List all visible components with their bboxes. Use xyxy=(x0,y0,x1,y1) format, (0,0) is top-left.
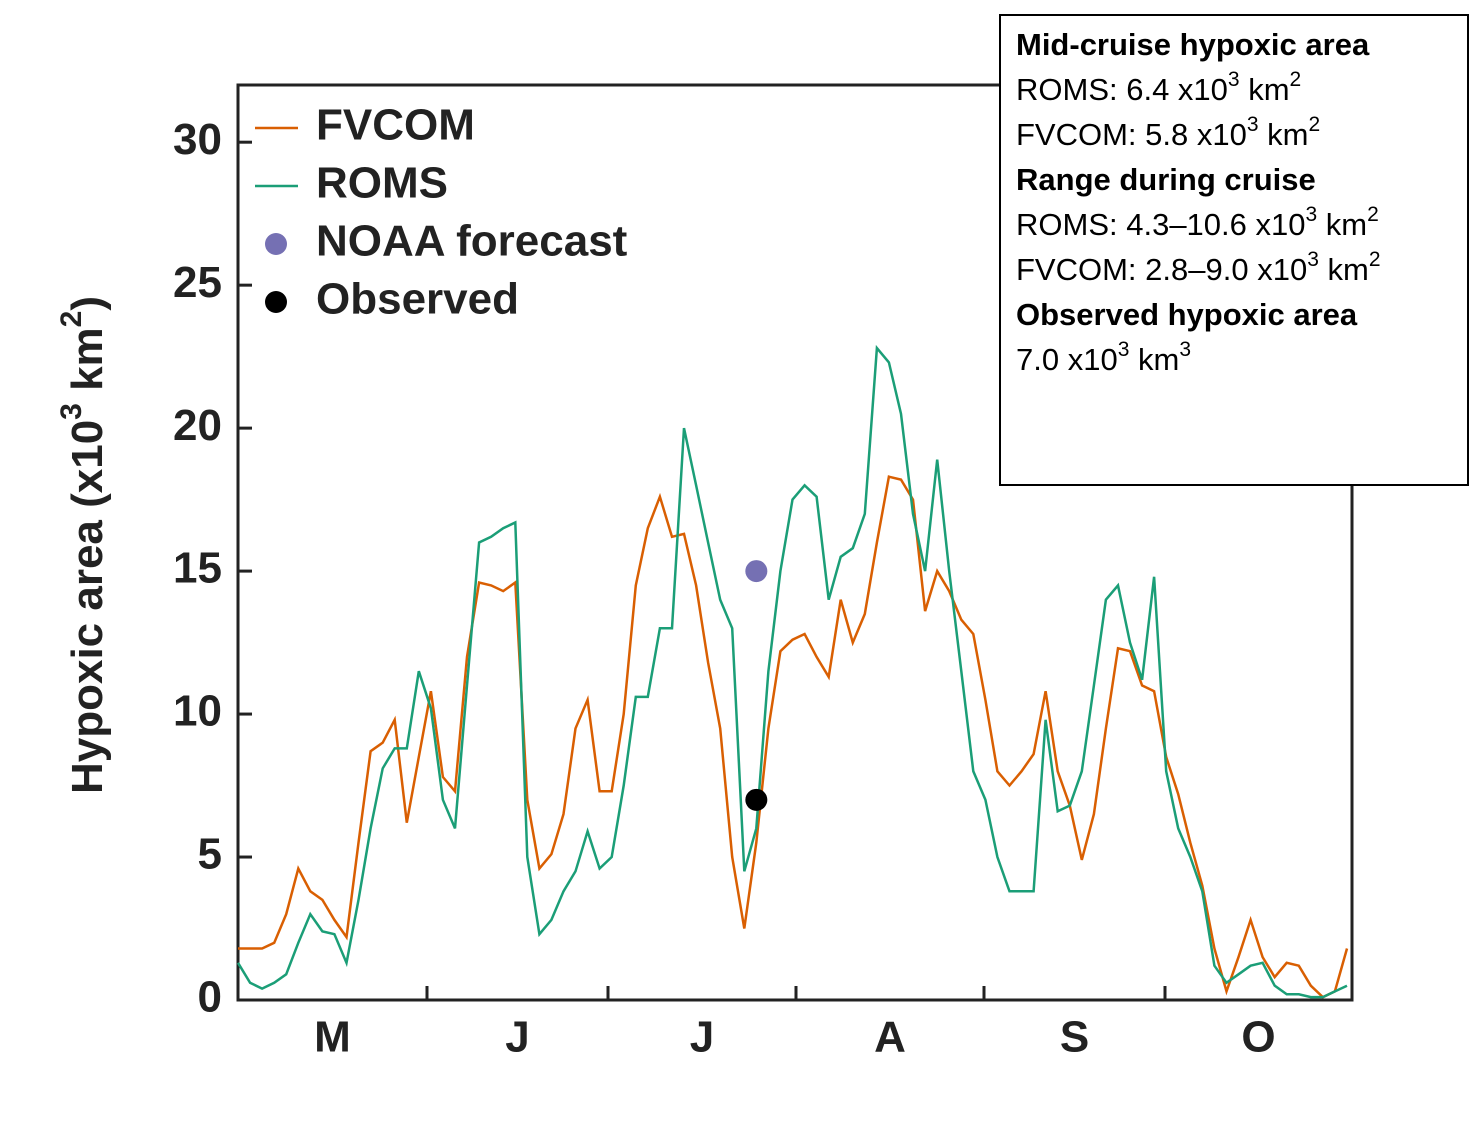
annotation-line-part: 2 xyxy=(1290,68,1302,91)
annotation-line-part: 2 xyxy=(1367,203,1379,226)
annotation-heading: Range during cruise xyxy=(1016,162,1316,197)
annotation-line-part: ROMS: 4.3–10.6 x10 xyxy=(1016,207,1306,242)
y-tick-label: 25 xyxy=(173,258,222,307)
annotation-line: ROMS: 4.3–10.6 x103 km2 xyxy=(1016,203,1379,242)
annotation-line-part: km xyxy=(1129,342,1179,377)
x-tick-label: O xyxy=(1241,1013,1275,1062)
annotation-line: ROMS: 6.4 x103 km2 xyxy=(1016,68,1301,107)
y-tick-label: 5 xyxy=(198,830,222,879)
x-tick-label: J xyxy=(505,1013,529,1062)
y-axis-label-part: 2 xyxy=(55,311,88,328)
annotation-line-part: 2 xyxy=(1369,248,1381,271)
data-point xyxy=(745,788,768,811)
annotation-line: 7.0 x103 km3 xyxy=(1016,338,1191,377)
annotation-line-part: km xyxy=(1240,72,1290,107)
y-tick-label: 30 xyxy=(173,115,222,164)
y-axis-label: Hypoxic area (x103 km2) xyxy=(55,296,111,794)
y-axis-label-part: km xyxy=(63,327,112,403)
series-line xyxy=(236,344,1348,999)
annotation-line-part: 3 xyxy=(1118,338,1130,361)
y-tick-label: 15 xyxy=(173,544,222,593)
annotation-line-part: km xyxy=(1319,252,1369,287)
x-tick-label: S xyxy=(1060,1013,1089,1062)
x-tick-label: J xyxy=(690,1013,714,1062)
legend-label: NOAA forecast xyxy=(316,217,628,266)
annotation-line-part: 3 xyxy=(1228,68,1240,91)
series-line xyxy=(238,475,1349,999)
annotation-line-part: km xyxy=(1317,207,1367,242)
annotation-line-part: FVCOM: 5.8 x10 xyxy=(1016,117,1247,152)
annotation-line-part: 3 xyxy=(1306,203,1318,226)
y-axis-label-part: Hypoxic area (x10 xyxy=(63,420,112,794)
legend-label: ROMS xyxy=(316,159,448,208)
annotation-box xyxy=(999,14,1469,486)
x-tick-label: M xyxy=(314,1013,351,1062)
y-tick-label: 0 xyxy=(198,973,222,1022)
annotation-line: FVCOM: 5.8 x103 km2 xyxy=(1016,113,1320,152)
annotation-line-part: 3 xyxy=(1307,248,1319,271)
x-tick-label: A xyxy=(874,1013,906,1062)
legend-label: Observed xyxy=(316,275,519,324)
annotation-line-part: 3 xyxy=(1247,113,1259,136)
y-axis-label-part: ) xyxy=(63,296,112,311)
annotation-line-part: 2 xyxy=(1308,113,1320,136)
data-point xyxy=(745,560,768,583)
annotation-heading: Observed hypoxic area xyxy=(1016,297,1358,332)
annotation-line-part: km xyxy=(1259,117,1309,152)
annotation-heading: Mid-cruise hypoxic area xyxy=(1016,27,1370,62)
legend-swatch xyxy=(265,233,287,255)
annotation-line-part: 7.0 x10 xyxy=(1016,342,1118,377)
y-tick-label: 10 xyxy=(173,687,222,736)
legend-label: FVCOM xyxy=(316,101,475,150)
annotation-line-part: 3 xyxy=(1179,338,1191,361)
annotation-line: FVCOM: 2.8–9.0 x103 km2 xyxy=(1016,248,1381,287)
y-tick-label: 20 xyxy=(173,401,222,450)
annotation-line-part: FVCOM: 2.8–9.0 x10 xyxy=(1016,252,1307,287)
annotation-line-part: ROMS: 6.4 x10 xyxy=(1016,72,1228,107)
y-axis-label-part: 3 xyxy=(55,403,88,420)
legend-swatch xyxy=(265,291,287,313)
